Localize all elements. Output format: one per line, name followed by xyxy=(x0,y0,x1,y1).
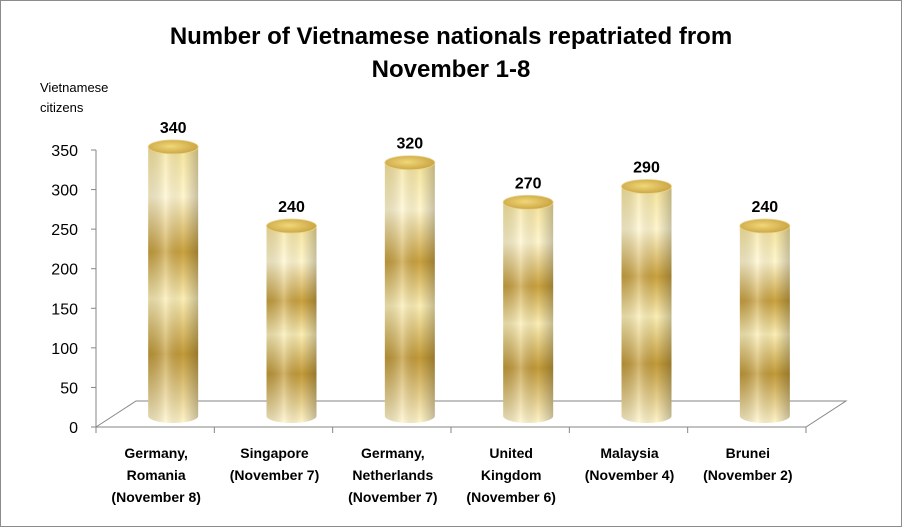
data-label: 240 xyxy=(278,199,305,216)
bar-top xyxy=(739,218,791,234)
y-tick-label: 200 xyxy=(51,262,78,279)
bar-shade xyxy=(503,202,554,423)
y-tick-label: 150 xyxy=(51,301,78,318)
y-tick-label: 300 xyxy=(51,183,78,200)
y-tick-label: 250 xyxy=(51,222,78,239)
bar-shade xyxy=(266,226,317,423)
chart-title: Number of Vietnamese nationals repatriat… xyxy=(169,23,733,83)
bar-shade xyxy=(384,162,435,423)
bar-top xyxy=(384,155,436,171)
bar-top xyxy=(266,218,317,234)
data-label: 340 xyxy=(160,120,187,137)
bar xyxy=(502,194,554,423)
bar xyxy=(621,179,672,423)
data-label: 240 xyxy=(751,199,778,216)
bar-top xyxy=(147,139,199,155)
y-tick-label: 100 xyxy=(51,341,78,358)
bar-top xyxy=(502,194,554,210)
data-label: 290 xyxy=(633,159,660,176)
bar-top xyxy=(621,179,672,194)
x-tick-label: Germany, Netherlands (November 7) xyxy=(348,445,437,505)
data-label: 320 xyxy=(396,136,423,153)
x-tick-label: Malaysia (November 4) xyxy=(585,445,674,483)
y-axis-label: Vietnamese citizens xyxy=(40,80,109,115)
y-tick-label: 350 xyxy=(51,143,78,160)
bar xyxy=(739,218,791,423)
bar-shade xyxy=(148,146,199,423)
x-tick-label: Singapore (November 7) xyxy=(230,445,319,483)
bar-shade xyxy=(739,226,790,423)
x-tick-label: Germany, Romania (November 8) xyxy=(111,445,200,505)
x-tick-label: United Kingdom (November 6) xyxy=(466,445,555,505)
data-label: 270 xyxy=(515,175,542,192)
bar xyxy=(266,218,317,423)
bar xyxy=(147,139,199,423)
bar-shade xyxy=(621,186,672,423)
y-tick-label: 0 xyxy=(69,420,78,437)
bar xyxy=(384,155,436,423)
x-tick-label: Brunei (November 2) xyxy=(703,445,792,483)
chart-floor xyxy=(94,400,848,428)
y-tick-label: 50 xyxy=(60,380,78,397)
